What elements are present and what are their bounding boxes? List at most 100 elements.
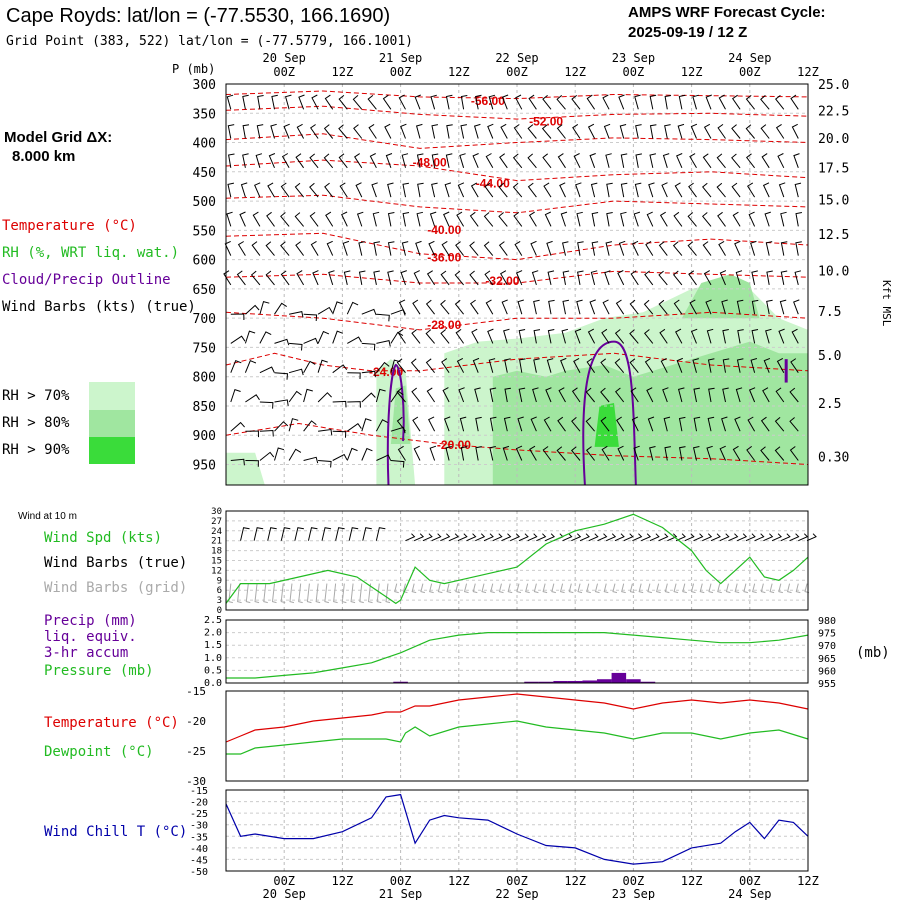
wind-barb xyxy=(280,241,290,256)
wind-barb xyxy=(396,416,406,432)
wind-barb xyxy=(634,182,642,198)
wind-barb xyxy=(265,270,275,286)
wind-barb xyxy=(614,329,625,344)
wind-barb xyxy=(283,123,290,139)
wind-barb xyxy=(734,240,741,256)
temperature-panel: -15 -20 -25 -30 xyxy=(186,685,809,788)
pressure-tick-label: 970 xyxy=(818,641,836,652)
wind-barb xyxy=(500,270,508,286)
wind-barb xyxy=(793,299,800,315)
wind-barb xyxy=(672,241,683,256)
wind-barb xyxy=(375,419,389,432)
wind-barb xyxy=(606,182,613,198)
wind-barb xyxy=(347,401,361,408)
true-wind-barb xyxy=(588,533,599,542)
wind-barb xyxy=(459,153,466,168)
wind-barb xyxy=(280,182,290,198)
grid-spacing-label: Model Grid ΔX: xyxy=(4,129,112,146)
grid-wind-barb xyxy=(612,583,618,594)
temperature-contour xyxy=(225,194,809,214)
wind-barb xyxy=(415,123,423,139)
wind-barb xyxy=(352,95,363,110)
wind-barb xyxy=(517,416,524,432)
windchill-tick-label: -45 xyxy=(190,855,208,866)
wind-barb xyxy=(474,387,481,403)
wind-barb xyxy=(454,270,464,286)
wind-barb xyxy=(343,270,351,286)
wind-barb xyxy=(732,94,741,110)
grid-wind-barb xyxy=(333,583,338,604)
wind-barb xyxy=(387,182,394,198)
wind-barb xyxy=(542,446,552,461)
wind-barb xyxy=(256,124,264,139)
wind-barb xyxy=(500,123,508,139)
true-wind-barb xyxy=(240,527,250,541)
legend-cloud-outline: Cloud/Precip Outline xyxy=(2,272,171,288)
wind-barb xyxy=(489,387,497,403)
wind-barb xyxy=(469,241,479,256)
grid-wind-barb xyxy=(542,583,548,594)
grid-wind-barb xyxy=(656,583,661,594)
wind-barb xyxy=(716,182,726,198)
true-wind-barb xyxy=(728,533,739,542)
wind-barb xyxy=(484,270,494,286)
wind-barb xyxy=(347,372,361,380)
wind-barb xyxy=(254,182,261,198)
temperature-contour xyxy=(225,90,809,100)
wind-barb xyxy=(693,387,700,403)
wind-barb xyxy=(647,416,655,432)
grid-wind-barb xyxy=(411,583,417,594)
wind-barb xyxy=(501,299,508,315)
wind-barb xyxy=(441,240,450,256)
wind-barb xyxy=(376,340,391,347)
wind-barb xyxy=(317,392,332,403)
wind-barb xyxy=(672,270,683,286)
pressure-tick-label: 300 xyxy=(193,78,216,93)
temperature-contour-label: -40.00 xyxy=(427,223,461,237)
wind-barb xyxy=(542,153,552,169)
wind-barb xyxy=(533,358,540,373)
wind-barb xyxy=(244,330,256,344)
wind-barb xyxy=(259,331,272,344)
true-wind-barb xyxy=(475,533,486,542)
wind-barb xyxy=(382,94,392,110)
wind-tick-label: 0 xyxy=(217,606,222,616)
grid-wind-barb xyxy=(420,583,426,594)
wind-barb xyxy=(501,94,509,110)
grid-wind-barb xyxy=(795,583,801,594)
wind-barb xyxy=(338,124,348,139)
wind-barb xyxy=(577,241,584,256)
station-title: Cape Royds: lat/lon = (-77.5530, 166.169… xyxy=(6,5,390,27)
wind-barb xyxy=(677,123,685,139)
true-wind-barb xyxy=(763,533,774,542)
wind-barb xyxy=(635,153,642,168)
wind-barb xyxy=(259,429,274,437)
wind-barb xyxy=(688,182,697,198)
wind-barb xyxy=(454,299,464,315)
height-tick-label: 2.5 xyxy=(818,397,841,412)
true-wind-barb xyxy=(562,533,573,542)
wind-barb xyxy=(718,94,726,110)
top-day-label: 21 Sep xyxy=(379,51,422,65)
wind-barb xyxy=(425,299,435,315)
wind-barb xyxy=(512,153,523,169)
pressure-tick-label: 955 xyxy=(818,679,836,690)
grid-wind-barb xyxy=(429,583,434,594)
wind-barb xyxy=(673,211,683,227)
grid-wind-barb xyxy=(769,583,775,594)
wind-barb xyxy=(687,212,697,227)
panel-frame xyxy=(225,510,809,611)
wind-barb xyxy=(475,416,482,432)
wind-barb xyxy=(528,94,537,110)
wind-barb xyxy=(470,182,479,198)
wind-barb xyxy=(717,211,726,227)
wind-barb xyxy=(662,153,670,168)
height-tick-label: 12.5 xyxy=(818,228,849,243)
bottom-day-label: 22 Sep xyxy=(495,887,538,900)
grid-wind-barb xyxy=(699,583,705,594)
wind-barb xyxy=(646,211,654,227)
wind-barb xyxy=(664,95,672,110)
wind-barb xyxy=(795,212,802,227)
wind-barb xyxy=(778,328,785,344)
